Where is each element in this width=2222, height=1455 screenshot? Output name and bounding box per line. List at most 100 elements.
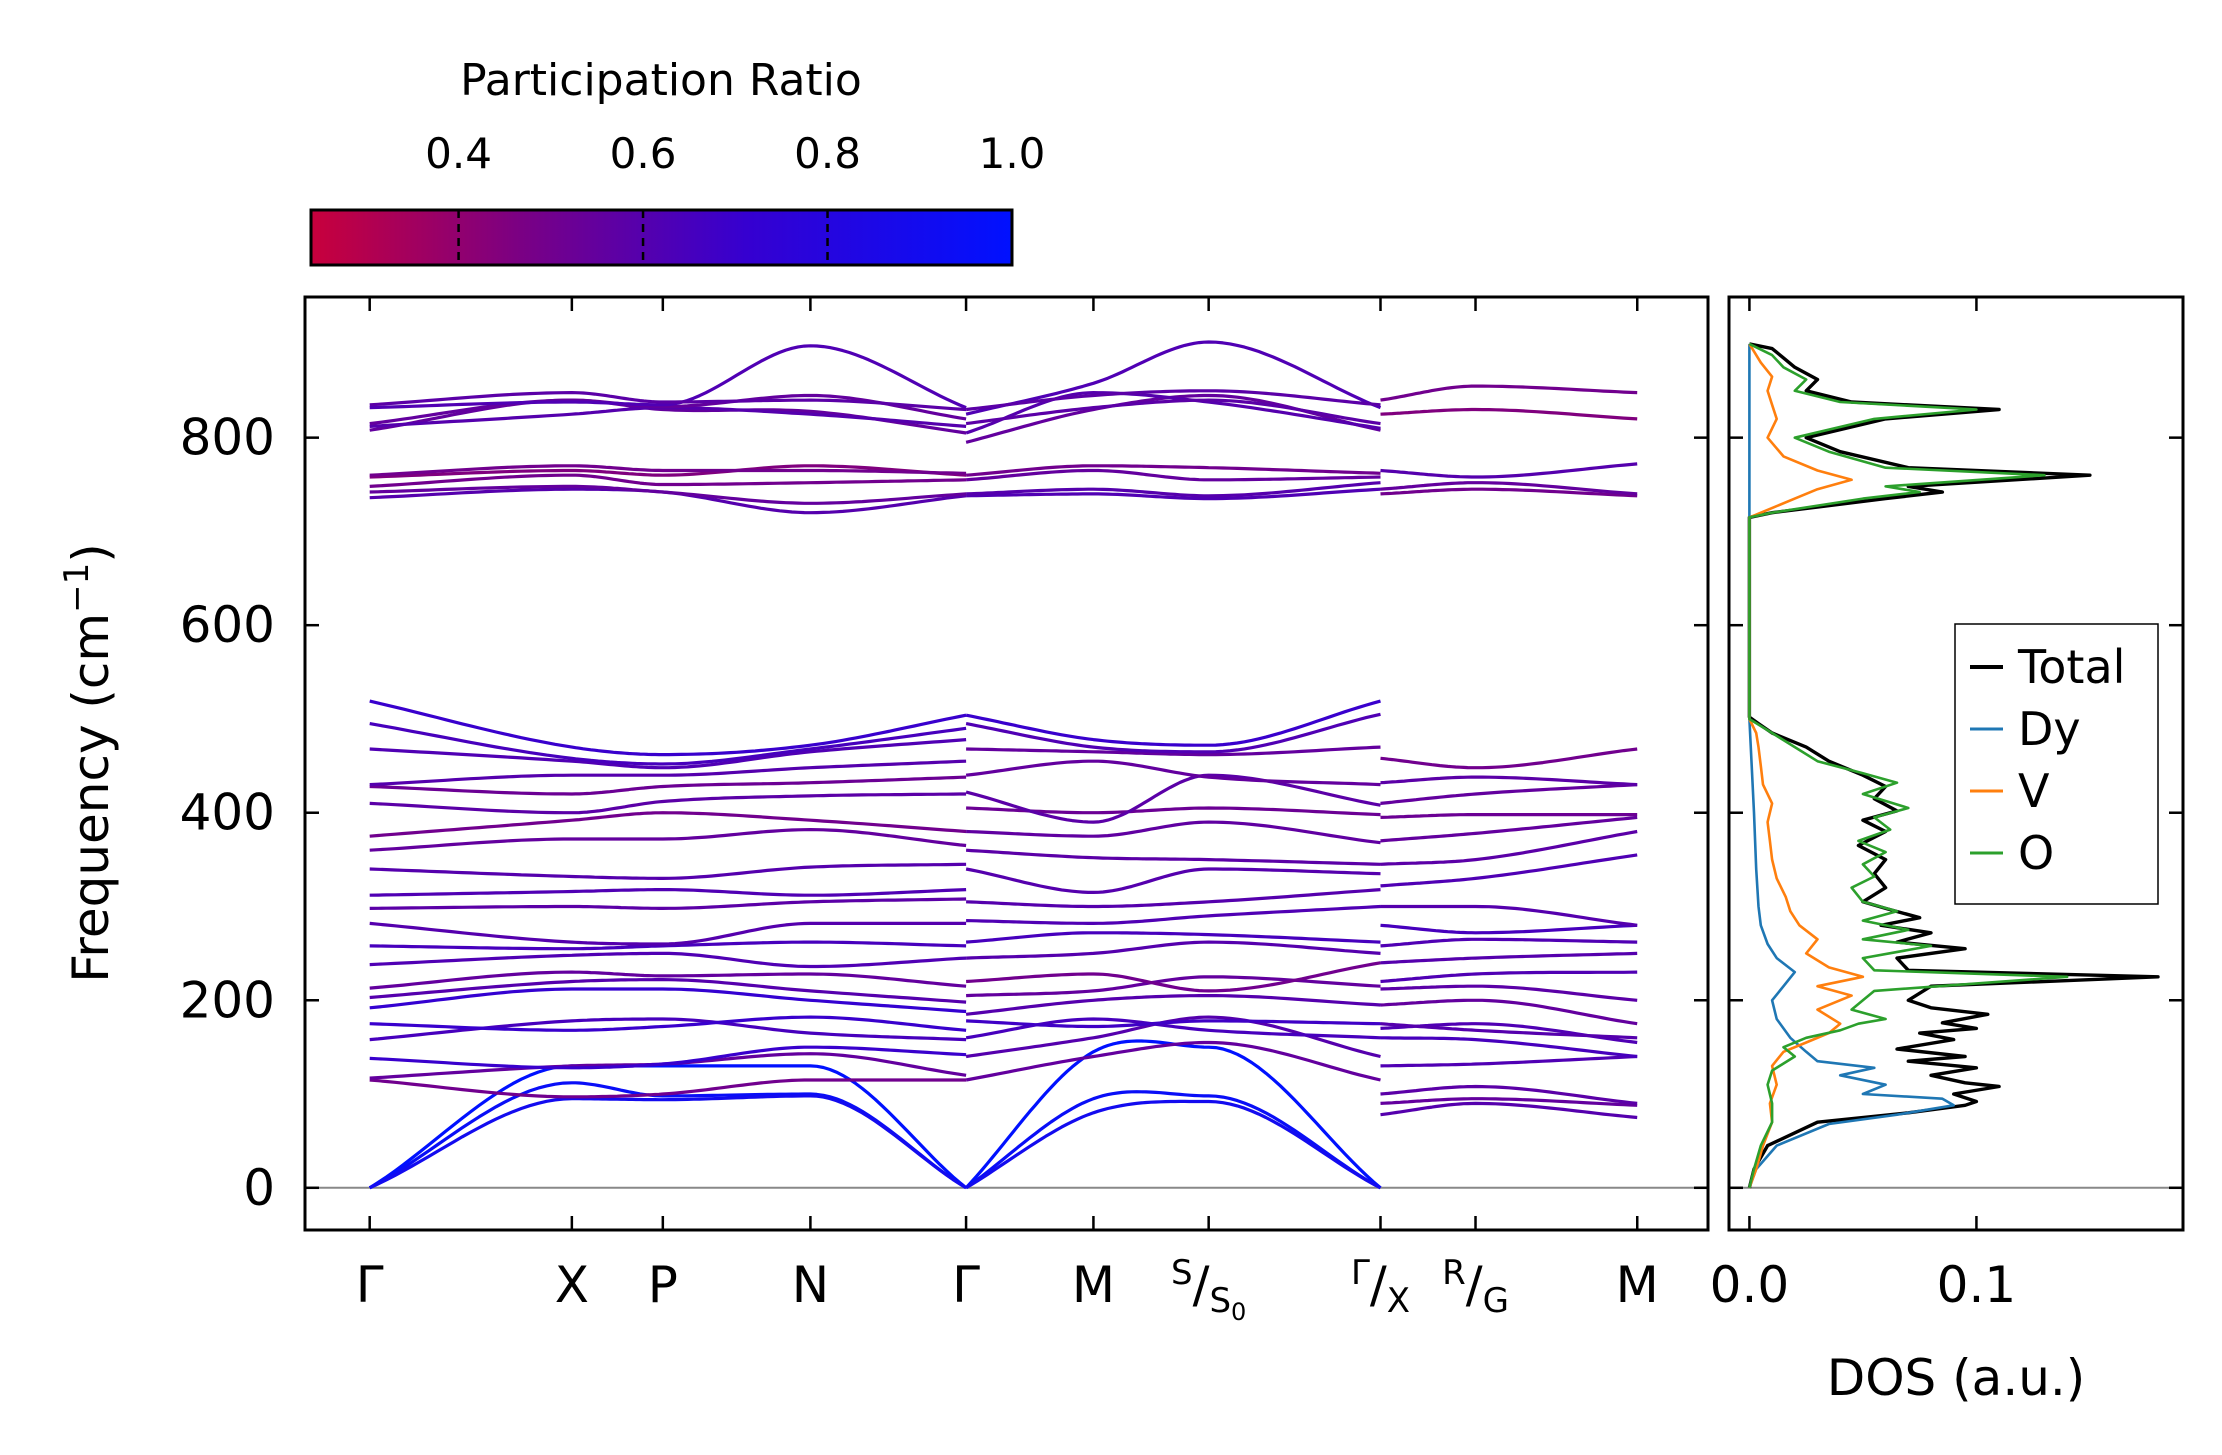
phonon-band: [1380, 970, 1638, 984]
dos-panel: 0.0 0.1 DOS (a.u.) Total Dy VO: [1710, 295, 2185, 1407]
phonon-band: [1380, 951, 1638, 965]
phonon-band: [369, 1045, 967, 1070]
phonon-band: [966, 940, 1381, 960]
phonon-band: [369, 862, 967, 880]
legend-label: Dy: [2018, 702, 2081, 756]
x-tick-label: Γ: [952, 1256, 980, 1314]
colorbar-tick-label: 1.0: [979, 129, 1046, 178]
phonon-band: [1380, 462, 1638, 479]
phonon-band: [369, 970, 967, 990]
legend-label: Total: [2017, 640, 2125, 694]
phonon-band: [369, 1078, 967, 1099]
dos-line-total: [1747, 342, 2160, 1189]
y-tick-label: 400: [180, 784, 275, 842]
phonon-band: [1380, 1022, 1638, 1040]
x-tick-label-sub: G: [1483, 1281, 1509, 1321]
dos-line-dy: [1748, 343, 1955, 1189]
phonon-band: [1380, 783, 1638, 805]
y-axis-label-sup: −1: [57, 563, 97, 613]
phonon-band: [965, 759, 1381, 787]
phonon-band: [964, 1039, 1382, 1190]
x-tick-label-slash: /: [1370, 1256, 1387, 1314]
dos-x-ticks: 0.0 0.1: [1710, 297, 2017, 1314]
phonon-band: [1380, 407, 1638, 421]
phonon-band: [1380, 1084, 1638, 1105]
phonon-band: [965, 389, 1381, 412]
legend-label: V: [2018, 764, 2050, 818]
phonon-band: [1380, 815, 1638, 843]
phonon-band: [1380, 1054, 1638, 1068]
band-lines: [368, 340, 1638, 1190]
y-tick-label: 200: [180, 971, 275, 1029]
phonon-band: [369, 344, 967, 410]
phonon-band: [1380, 829, 1638, 866]
phonon-band: [1380, 481, 1638, 496]
band-axes-frame: [303, 295, 1710, 1232]
phonon-band: [1380, 1097, 1638, 1107]
phonon-band: [965, 398, 1381, 426]
dos-x-tick-label: 0.1: [1937, 1256, 2017, 1314]
phonon-band: [965, 994, 1381, 1016]
phonon-band: [966, 904, 1381, 925]
colorbar-tick-label: 0.6: [610, 129, 677, 178]
legend-label: O: [2018, 826, 2054, 880]
legend-frame: [1954, 623, 2159, 905]
phonon-band: [369, 484, 967, 505]
phonon-band: [965, 1040, 1381, 1082]
phonon-band: [966, 1019, 1381, 1029]
colorbar-tick-label: 0.8: [794, 129, 861, 178]
phonon-band: [369, 811, 967, 838]
x-tick-label-sup: Γ: [1351, 1253, 1370, 1293]
colorbar: Participation Ratio 0.4 0.6 0.8 1.0: [309, 55, 1046, 267]
dos-x-tick-label: 0.0: [1710, 1256, 1790, 1314]
phonon-band: [1380, 904, 1638, 927]
phonon-band: [966, 961, 1381, 993]
phonon-band: [369, 897, 967, 910]
phonon-band: [1380, 384, 1638, 402]
phonon-band: [966, 888, 1381, 909]
y-axis-label-close: ): [62, 543, 120, 563]
phonon-band: [369, 987, 967, 1014]
colorbar-gradient: [309, 208, 1014, 267]
phonon-band: [965, 391, 1381, 435]
phonon-band: [369, 1017, 967, 1042]
phonon-band: [1380, 937, 1638, 948]
phonon-band: [1380, 998, 1638, 1026]
x-tick-label-composite: S/S0: [1171, 1253, 1246, 1326]
phonon-band: [369, 951, 967, 969]
phonon-band: [1380, 813, 1638, 819]
phonon-band: [965, 712, 1381, 754]
x-tick-label: P: [648, 1256, 678, 1314]
phonon-band: [369, 722, 967, 766]
phonon-band: [369, 391, 967, 412]
x-tick-label-composite: R/G: [1442, 1253, 1509, 1321]
phonon-band: [369, 473, 967, 488]
phonon-band: [965, 699, 1381, 747]
phonon-band: [1380, 747, 1638, 770]
phonon-band: [369, 828, 967, 852]
phonon-band: [966, 820, 1381, 845]
dos-line-o: [1748, 342, 2069, 1189]
phonon-band: [1380, 775, 1638, 787]
dos-x-axis-label: DOS (a.u.): [1827, 1349, 2086, 1407]
phonon-band: [965, 931, 1381, 944]
phonon-band: [966, 745, 1381, 757]
y-axis-label-main: Frequency (cm: [62, 613, 120, 983]
x-tick-label-sub: X: [1387, 1281, 1410, 1321]
x-tick-label-subsub: 0: [1231, 1298, 1246, 1326]
phonon-band: [965, 464, 1381, 477]
phonon-band: [1380, 1036, 1638, 1059]
y-tick-label: 600: [180, 596, 275, 654]
phonon-band: [965, 340, 1382, 416]
y-axis-label: Frequency (cm−1): [57, 543, 120, 983]
phonon-band: [965, 848, 1381, 866]
x-tick-label-composite: Γ/X: [1351, 1253, 1410, 1321]
phonon-band: [965, 867, 1381, 894]
phonon-band: [1380, 923, 1638, 935]
phonon-band: [966, 487, 1381, 501]
phonon-band: [369, 738, 967, 770]
phonon-band: [1380, 487, 1638, 498]
colorbar-title: Participation Ratio: [460, 55, 862, 106]
phonon-band: [369, 464, 967, 479]
